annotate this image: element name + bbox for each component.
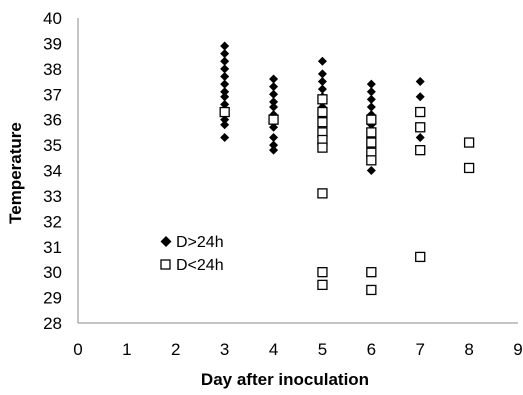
x-tick-label: 9 — [513, 340, 522, 359]
x-tick-label: 4 — [269, 340, 278, 359]
data-point-diamond — [269, 102, 279, 112]
data-point-square — [415, 145, 426, 156]
data-point-diamond — [366, 94, 376, 104]
data-point-square — [317, 106, 328, 118]
data-point-square — [317, 142, 328, 153]
y-tick-label: 34 — [43, 162, 62, 181]
data-point-diamond — [366, 79, 376, 89]
data-point-diamond — [317, 69, 327, 79]
legend-label-d-gt-24h: D>24h — [176, 234, 224, 251]
y-tick-label: 30 — [43, 263, 62, 282]
data-point-square — [317, 117, 328, 128]
x-axis-title: Day after inoculation — [201, 370, 369, 389]
data-point-square — [366, 267, 377, 278]
x-tick-label: 2 — [171, 340, 180, 359]
y-tick-label: 39 — [43, 34, 62, 53]
y-axis-title: Temperature — [6, 122, 25, 224]
x-tick-label: 1 — [122, 340, 131, 359]
y-tick-label: 33 — [43, 187, 62, 206]
data-point-diamond — [220, 79, 230, 89]
y-tick-label: 29 — [43, 289, 62, 308]
data-point-diamond — [269, 89, 279, 99]
data-point-diamond — [366, 102, 376, 112]
data-points — [219, 41, 475, 296]
data-point-diamond — [220, 41, 230, 51]
data-point-diamond — [415, 132, 425, 142]
data-point-square — [366, 114, 377, 125]
data-point-diamond — [415, 77, 425, 87]
x-tick-label: 8 — [464, 340, 473, 359]
data-point-diamond — [220, 56, 230, 66]
data-point-square — [366, 127, 377, 138]
data-point-diamond — [269, 97, 279, 107]
data-point-diamond — [317, 56, 327, 66]
data-point-diamond — [269, 132, 279, 142]
legend-label-d-lt-24h: D<24h — [176, 257, 224, 274]
y-tick-label: 32 — [43, 212, 62, 231]
data-point-diamond — [220, 115, 230, 125]
data-point-diamond — [220, 99, 230, 109]
legend-marker-diamond — [160, 236, 172, 247]
data-point-diamond — [220, 64, 230, 74]
data-point-square — [268, 114, 279, 125]
data-point-square — [366, 155, 377, 166]
data-point-square — [463, 137, 475, 148]
data-point-square — [366, 137, 377, 148]
y-tick-label: 37 — [43, 85, 62, 104]
data-point-diamond — [366, 166, 376, 175]
data-point-diamond — [269, 74, 279, 84]
data-point-diamond — [317, 77, 327, 87]
data-point-diamond — [317, 84, 327, 94]
data-point-diamond — [269, 140, 279, 150]
data-point-diamond — [220, 49, 230, 59]
y-tick-label: 35 — [43, 136, 62, 155]
y-tick-label: 40 — [43, 9, 62, 28]
data-point-diamond — [220, 92, 230, 102]
x-tick-label: 0 — [73, 340, 82, 359]
data-point-square — [317, 267, 328, 278]
y-tick-label: 36 — [43, 111, 62, 130]
data-point-diamond — [220, 120, 230, 130]
data-point-square — [317, 279, 328, 291]
data-point-square — [415, 251, 426, 263]
data-point-square — [366, 284, 377, 296]
data-point-diamond — [269, 82, 279, 92]
x-tick-label: 7 — [415, 340, 424, 359]
data-point-diamond — [220, 71, 230, 81]
x-tick-label: 5 — [318, 340, 327, 359]
legend: D>24h D<24h — [160, 234, 224, 274]
data-point-diamond — [220, 132, 230, 142]
y-tick-label: 28 — [43, 314, 62, 333]
data-point-diamond — [220, 87, 230, 97]
data-point-diamond — [366, 87, 376, 97]
legend-marker-square — [160, 259, 171, 270]
y-tick-labels: 28 29 30 31 32 33 34 35 36 37 38 39 40 — [43, 9, 62, 333]
data-point-square — [463, 162, 475, 174]
data-point-diamond — [269, 145, 279, 155]
axes — [77, 18, 518, 324]
y-tick-label: 38 — [43, 60, 62, 79]
x-tick-label: 6 — [367, 340, 376, 359]
y-tick-label: 31 — [43, 238, 62, 257]
data-point-diamond — [269, 122, 279, 132]
data-point-diamond — [415, 92, 425, 102]
data-point-square — [415, 122, 426, 133]
x-tick-labels: 0 1 2 3 4 5 6 7 8 9 — [73, 340, 522, 359]
x-tick-label: 3 — [220, 340, 229, 359]
data-point-square — [415, 106, 426, 118]
data-point-square — [317, 94, 328, 105]
data-point-square — [219, 106, 230, 118]
data-point-square — [317, 188, 328, 199]
